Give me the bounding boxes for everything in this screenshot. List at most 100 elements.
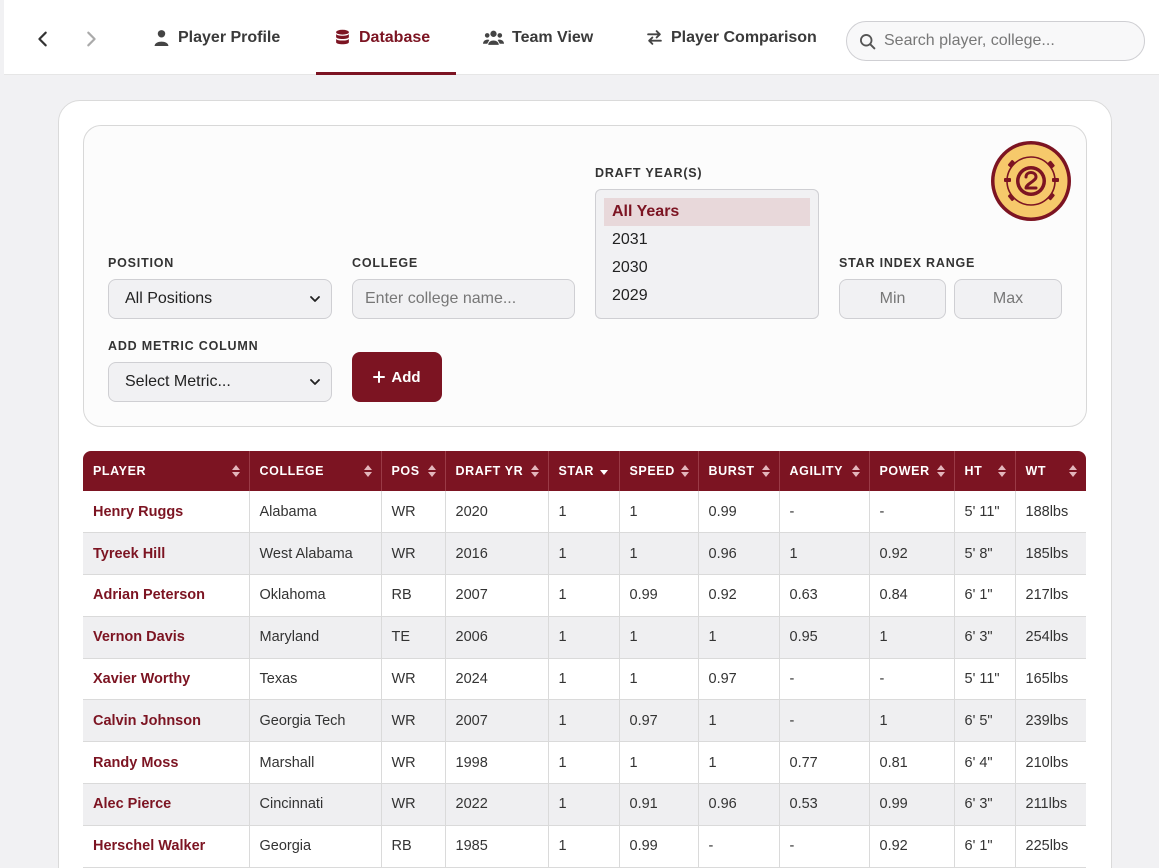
cell-college: Oklahoma [249, 574, 382, 617]
metric-select[interactable]: Select Metric... [108, 362, 332, 402]
cell-draft-yr: 1985 [445, 825, 549, 868]
column-header-player[interactable]: PLAYER [83, 451, 250, 491]
add-metric-button[interactable]: Add [352, 352, 442, 402]
cell-wt: 185lbs [1015, 532, 1086, 576]
sort-icon [1069, 465, 1077, 477]
cell-wt: 225lbs [1015, 825, 1086, 868]
cell-speed: 1 [619, 741, 699, 785]
cell-burst: 0.96 [698, 783, 780, 826]
tab-database[interactable]: Database [315, 0, 457, 75]
draft-year-option[interactable]: 2029 [612, 287, 648, 304]
cell-player[interactable]: Adrian Peterson [83, 574, 250, 617]
cell-speed: 0.91 [619, 783, 699, 826]
cell-ht: 6' 1" [954, 574, 1016, 617]
cell-speed: 1 [619, 491, 699, 534]
column-header-speed[interactable]: SPEED [619, 451, 699, 491]
tab-player-comparison[interactable]: Player Comparison [646, 0, 817, 75]
table-row[interactable]: Alec Pierce Cincinnati WR 2022 1 0.91 0.96 0.53… [83, 783, 1086, 826]
cell-ht: 6' 5" [954, 699, 1016, 743]
cell-draft-yr: 2024 [445, 658, 549, 701]
position-select[interactable]: All Positions [108, 279, 332, 319]
cell-pos: TE [381, 616, 446, 659]
column-header-college[interactable]: COLLEGE [249, 451, 382, 491]
column-header-wt[interactable]: WT [1015, 451, 1086, 491]
column-header-star[interactable]: STAR [548, 451, 620, 491]
search-box[interactable] [846, 21, 1145, 61]
cell-star: 1 [548, 741, 620, 785]
users-icon [483, 30, 504, 45]
cell-wt: 188lbs [1015, 491, 1086, 534]
star-max-input[interactable]: Max [954, 279, 1062, 319]
sort-icon [997, 465, 1006, 477]
column-header-ht[interactable]: HT [954, 451, 1016, 491]
column-header-burst[interactable]: BURST [698, 451, 780, 491]
draft-year-option[interactable]: 2031 [612, 231, 648, 248]
search-input[interactable] [884, 32, 1124, 50]
cell-ht: 5' 11" [954, 491, 1016, 534]
column-header-label: POWER [879, 464, 930, 478]
cell-player[interactable]: Tyreek Hill [83, 532, 250, 576]
chevron-down-icon [310, 296, 320, 302]
cell-burst: 1 [698, 741, 780, 785]
cell-ht: 6' 3" [954, 616, 1016, 659]
draft-year-option[interactable]: All Years [604, 198, 810, 226]
cell-power: 0.81 [869, 741, 955, 785]
cell-agility: 1 [779, 532, 870, 576]
cell-burst: 0.92 [698, 574, 780, 617]
cell-draft-yr: 2006 [445, 616, 549, 659]
draft-year-listbox[interactable]: All Years 2031 2030 2029 [595, 189, 819, 319]
cell-player[interactable]: Vernon Davis [83, 616, 250, 659]
cell-burst: 0.99 [698, 491, 780, 534]
cell-college: Georgia [249, 825, 382, 868]
cell-player[interactable]: Alec Pierce [83, 783, 250, 826]
column-header-agility[interactable]: AGILITY [779, 451, 870, 491]
column-header-label: POS [391, 464, 420, 478]
table-row[interactable]: Herschel Walker Georgia RB 1985 1 0.99- -0.92 6… [83, 825, 1086, 868]
cell-agility: 0.63 [779, 574, 870, 617]
cell-player[interactable]: Henry Ruggs [83, 491, 250, 534]
cell-ht: 6' 3" [954, 783, 1016, 826]
star-min-input[interactable]: Min [839, 279, 946, 319]
column-header-draft-yr[interactable]: DRAFT YR [445, 451, 549, 491]
chevron-down-icon [310, 379, 320, 385]
cell-pos: WR [381, 741, 446, 785]
cell-draft-yr: 2020 [445, 491, 549, 534]
cell-star: 1 [548, 532, 620, 576]
cell-player[interactable]: Herschel Walker [83, 825, 250, 868]
column-header-power[interactable]: POWER [869, 451, 955, 491]
cell-pos: RB [381, 574, 446, 617]
forward-button[interactable] [78, 26, 104, 52]
draft-year-option[interactable]: 2030 [612, 259, 648, 276]
cell-speed: 0.97 [619, 699, 699, 743]
chevron-right-icon [87, 31, 96, 47]
cell-college: Marshall [249, 741, 382, 785]
cell-player[interactable]: Randy Moss [83, 741, 250, 785]
table-row[interactable]: Tyreek Hill West Alabama WR 2016 1 1 0.96 1 0.92… [83, 532, 1086, 576]
cell-power: 1 [869, 616, 955, 659]
back-button[interactable] [30, 26, 56, 52]
metric-select-value: Select Metric... [125, 373, 231, 390]
sort-icon [530, 465, 539, 477]
tab-label: Player Profile [178, 28, 281, 46]
table-row[interactable]: Randy Moss Marshall WR 1998 1 1 1 0.77 0.81 6' 4"… [83, 741, 1086, 785]
cell-player[interactable]: Calvin Johnson [83, 699, 250, 743]
table-row[interactable]: Calvin Johnson Georgia Tech WR 2007 1 0.97 1-1… [83, 699, 1086, 743]
search-icon [860, 33, 876, 49]
college-input[interactable]: Enter college name... [352, 279, 575, 319]
sort-icon [936, 465, 945, 477]
cell-player[interactable]: Xavier Worthy [83, 658, 250, 701]
tab-player-profile[interactable]: Player Profile [153, 0, 280, 75]
tab-team-view[interactable]: Team View [483, 0, 593, 75]
table-row[interactable]: Xavier Worthy Texas WR 2024 1 1 0.97- -5' 11" 16… [83, 658, 1086, 701]
table-row[interactable]: Vernon Davis Maryland TE 2006 1 1 1 0.95 1 6' 3" 2… [83, 616, 1086, 659]
cell-star: 1 [548, 491, 620, 534]
tab-label: Player Comparison [671, 28, 817, 46]
tab-label: Database [359, 28, 431, 46]
table-row[interactable]: Henry Ruggs Alabama WR 2020 1 1 0.99- -5' 11" 18… [83, 491, 1086, 534]
position-select-value: All Positions [125, 290, 213, 307]
cell-pos: WR [381, 491, 446, 534]
cell-burst: 1 [698, 699, 780, 743]
column-header-pos[interactable]: POS [381, 451, 446, 491]
sort-icon [851, 465, 860, 477]
table-row[interactable]: Adrian Peterson Oklahoma RB 2007 1 0.99 0.92 0.… [83, 574, 1086, 617]
